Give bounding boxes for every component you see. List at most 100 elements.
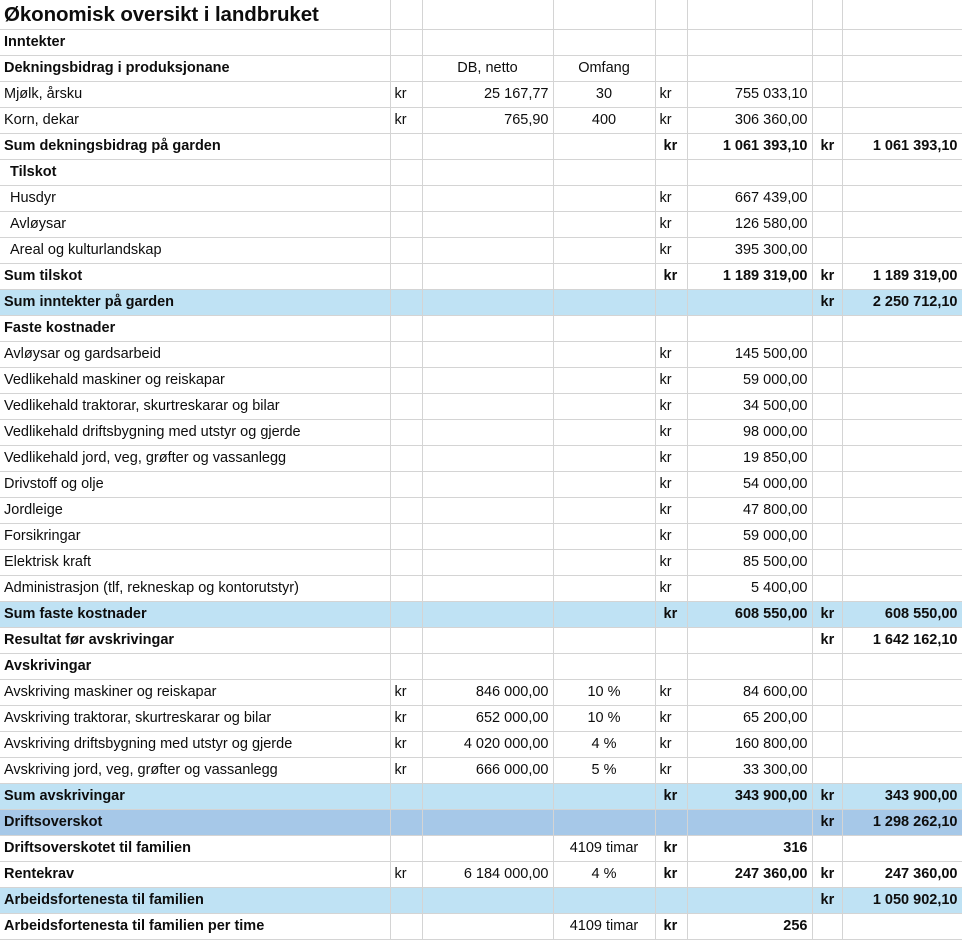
row-label: Areal og kulturlandskap	[0, 237, 391, 264]
cell-kr-total	[812, 575, 843, 602]
cell-kr-unit	[390, 627, 423, 654]
table-row-areal-kulturlandskap: Areal og kulturlandskap kr 395 300,00	[0, 237, 962, 264]
cell-kr-total: kr	[812, 133, 843, 160]
row-label: Avløysar	[0, 211, 391, 238]
cell-total	[842, 315, 962, 342]
cell-kr-total	[812, 315, 843, 342]
cell-total	[842, 159, 962, 186]
cell-total	[842, 29, 962, 56]
cell-amount: 343 900,00	[687, 783, 813, 810]
cell-unit-value	[422, 601, 554, 628]
table-row-sum-dekningsbidrag: Sum dekningsbidrag på garden kr 1 061 39…	[0, 133, 962, 160]
cell-unit-value: 666 000,00	[422, 757, 554, 784]
row-label: Avskriving maskiner og reiskapar	[0, 679, 391, 706]
cell-amount: 256	[687, 913, 813, 940]
table-row-section-avskrivingar: Avskrivingar	[0, 653, 962, 680]
cell-omfang	[553, 471, 656, 498]
row-label: Resultat før avskrivingar	[0, 627, 391, 654]
cell-total	[842, 913, 962, 940]
cell-kr-amount: kr	[655, 679, 688, 706]
cell-kr-total: kr	[812, 627, 843, 654]
cell-kr-amount: kr	[655, 835, 688, 862]
cell-kr-amount: kr	[655, 445, 688, 472]
table-row-mjolk: Mjølk, årsku kr 25 167,77 30 kr 755 033,…	[0, 81, 962, 108]
row-label: Husdyr	[0, 185, 391, 212]
cell-omfang	[553, 289, 656, 316]
row-label: Rentekrav	[0, 861, 391, 888]
cell-kr-unit	[390, 367, 423, 394]
cell-kr-amount	[655, 887, 688, 914]
cell-unit-value: 25 167,77	[422, 81, 554, 108]
cell-amount	[687, 627, 813, 654]
table-row-avskriving-maskiner: Avskriving maskiner og reiskapar kr 846 …	[0, 679, 962, 706]
cell-omfang-percent: 4 %	[553, 861, 656, 888]
cell-amount: 59 000,00	[687, 367, 813, 394]
cell-kr-unit	[390, 55, 423, 82]
cell-omfang	[553, 29, 656, 56]
table-row-avskriving-jord: Avskriving jord, veg, grøfter og vassanl…	[0, 757, 962, 784]
table-row-sum-inntekter: Sum inntekter på garden kr 2 250 712,10	[0, 289, 962, 316]
cell-kr-total	[812, 55, 843, 82]
cell-kr-total	[812, 679, 843, 706]
row-label: Mjølk, årsku	[0, 81, 391, 108]
cell-kr-amount	[655, 653, 688, 680]
cell-omfang	[553, 211, 656, 238]
cell-kr-amount: kr	[655, 341, 688, 368]
cell-kr-total: kr	[812, 861, 843, 888]
cell-kr-total	[812, 757, 843, 784]
cell-omfang	[553, 497, 656, 524]
cell-omfang	[553, 133, 656, 160]
cell-omfang	[553, 393, 656, 420]
cell-unit-value	[422, 133, 554, 160]
cell-omfang	[553, 549, 656, 576]
cell-kr-amount	[655, 29, 688, 56]
cell-unit-value	[422, 471, 554, 498]
cell-total: 1 061 393,10	[842, 133, 962, 160]
cell-kr-amount: kr	[655, 107, 688, 134]
cell-kr-total	[812, 653, 843, 680]
cell-amount: 608 550,00	[687, 601, 813, 628]
column-header-db-netto: DB, netto	[422, 55, 554, 82]
row-label: Faste kostnader	[0, 315, 391, 342]
cell-kr-unit	[390, 913, 423, 940]
cell-omfang: 400	[553, 107, 656, 134]
cell-kr-unit	[390, 419, 423, 446]
cell-kr-unit	[390, 289, 423, 316]
cell-unit-value	[422, 315, 554, 342]
table-row-column-headers: Dekningsbidrag i produksjonane DB, netto…	[0, 55, 962, 82]
cell-kr-total: kr	[812, 887, 843, 914]
cell-total	[842, 705, 962, 732]
cell-omfang: 4 %	[553, 731, 656, 758]
table-row-sum-avskrivingar: Sum avskrivingar kr 343 900,00 kr 343 90…	[0, 783, 962, 810]
table-row-sum-tilskot: Sum tilskot kr 1 189 319,00 kr 1 189 319…	[0, 263, 962, 290]
cell-kr-amount: kr	[655, 367, 688, 394]
cell-kr-amount: kr	[655, 393, 688, 420]
cell-amount	[687, 29, 813, 56]
cell-kr-unit	[390, 29, 423, 56]
cell-unit-value	[422, 887, 554, 914]
cell-kr-total	[812, 497, 843, 524]
cell-unit-value	[422, 263, 554, 290]
cell-amount	[687, 887, 813, 914]
cell-total	[842, 419, 962, 446]
table-row-driftsoverskotet-til-familien: Driftsoverskotet til familien 4109 timar…	[0, 835, 962, 862]
table-row-driftsoverskot: Driftsoverskot kr 1 298 262,10	[0, 809, 962, 836]
cell-unit-value	[422, 575, 554, 602]
cell-unit-value	[422, 809, 554, 836]
row-label: Sum faste kostnader	[0, 601, 391, 628]
cell-amount: 160 800,00	[687, 731, 813, 758]
cell-total	[842, 731, 962, 758]
cell-kr-amount	[655, 159, 688, 186]
row-label: Sum dekningsbidrag på garden	[0, 133, 391, 160]
cell-amount: 34 500,00	[687, 393, 813, 420]
cell-kr-unit	[390, 601, 423, 628]
cell-total	[842, 185, 962, 212]
cell-kr-total	[812, 835, 843, 862]
cell-kr-amount: kr	[655, 523, 688, 550]
row-label: Korn, dekar	[0, 107, 391, 134]
cell-kr-unit: kr	[390, 731, 423, 758]
cell-amount: 33 300,00	[687, 757, 813, 784]
cell-total	[842, 81, 962, 108]
table-row-arbeidsfortenesta: Arbeidsfortenesta til familien kr 1 050 …	[0, 887, 962, 914]
cell-kr-amount: kr	[655, 783, 688, 810]
